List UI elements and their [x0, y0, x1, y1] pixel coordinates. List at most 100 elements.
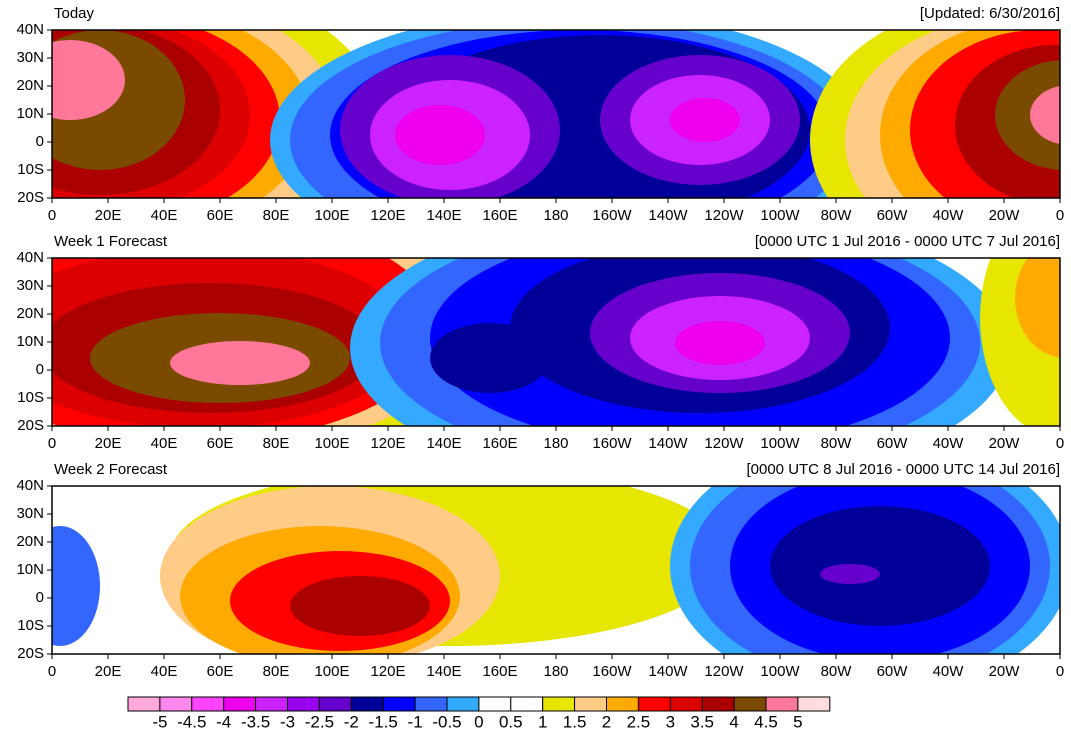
- colorbar-label: -3: [280, 712, 295, 731]
- contour-fill: [995, 60, 1060, 170]
- contour-fill: [770, 506, 990, 626]
- lon-label: 0: [48, 663, 56, 680]
- colorbar-box: [669, 696, 703, 712]
- colorbar-label: -2.5: [305, 712, 334, 731]
- lat-label: 30N: [16, 277, 44, 294]
- contour-fill: [170, 341, 310, 385]
- colorbar-box: [637, 696, 671, 712]
- colorbar-box: [414, 696, 448, 712]
- colorbar-box: [127, 696, 161, 712]
- lon-label: 140E: [426, 663, 461, 680]
- lon-label: 20E: [95, 663, 122, 680]
- contour-fill: [1015, 258, 1060, 358]
- lon-label: 100E: [314, 663, 349, 680]
- contour-fill: [290, 576, 430, 636]
- lon-label: 20W: [989, 435, 1021, 452]
- colorbar-label: 2.5: [627, 712, 651, 731]
- colorbar-box: [510, 696, 544, 712]
- colorbar-label: 0.5: [499, 712, 523, 731]
- lon-label: 40W: [933, 663, 965, 680]
- colorbar-box: [701, 696, 735, 712]
- lon-label: 140W: [648, 207, 688, 224]
- lon-label: 120W: [704, 435, 744, 452]
- colorbar-label: -0.5: [432, 712, 461, 731]
- lon-label: 180: [543, 663, 568, 680]
- lat-label: 20S: [17, 189, 44, 206]
- lon-label: 40W: [933, 435, 965, 452]
- lon-label: 60E: [207, 435, 234, 452]
- lat-label: 0: [36, 361, 44, 378]
- colorbar-label: -4.5: [177, 712, 206, 731]
- lat-label: 30N: [16, 505, 44, 522]
- colorbar-label: 2: [602, 712, 611, 731]
- lon-label: 60W: [877, 663, 909, 680]
- colorbar-label: -4: [216, 712, 231, 731]
- lat-label: 10S: [17, 389, 44, 406]
- lon-label: 0: [1056, 435, 1064, 452]
- lon-label: 160W: [592, 207, 632, 224]
- lat-label: 20N: [16, 533, 44, 550]
- colorbar-label: -2: [344, 712, 359, 731]
- lon-label: 80E: [263, 207, 290, 224]
- colorbar-label: 3.5: [690, 712, 714, 731]
- colorbar-label: 4.5: [754, 712, 778, 731]
- colorbar-label: 5: [793, 712, 802, 731]
- lon-label: 100E: [314, 435, 349, 452]
- colorbar-box: [733, 696, 767, 712]
- lat-label: 10S: [17, 161, 44, 178]
- lon-label: 20W: [989, 207, 1021, 224]
- lon-label: 40W: [933, 207, 965, 224]
- lat-label: 20N: [16, 77, 44, 94]
- lat-label: 20N: [16, 305, 44, 322]
- lat-label: 10N: [16, 561, 44, 578]
- colorbar-box: [191, 696, 225, 712]
- colorbar-box: [255, 696, 289, 712]
- contour-fill: [1030, 85, 1060, 145]
- lat-label: 40N: [16, 21, 44, 38]
- map-panel: [52, 486, 1060, 654]
- colorbar-box: [350, 696, 384, 712]
- colorbar-box: [159, 696, 193, 712]
- lon-label: 0: [48, 207, 56, 224]
- colorbar-box: [223, 696, 257, 712]
- lon-label: 60W: [877, 435, 909, 452]
- colorbar-label: -1.5: [369, 712, 398, 731]
- lon-label: 60E: [207, 663, 234, 680]
- lon-label: 140E: [426, 207, 461, 224]
- colorbar-box: [478, 696, 512, 712]
- colorbar-label: 1: [538, 712, 547, 731]
- lon-label: 140W: [648, 435, 688, 452]
- lon-label: 180: [543, 207, 568, 224]
- lat-label: 20S: [17, 645, 44, 662]
- panel-subtitle: [0000 UTC 8 Jul 2016 - 0000 UTC 14 Jul 2…: [746, 461, 1060, 478]
- panel-title: Week 2 Forecast: [54, 461, 168, 478]
- colorbar-box: [606, 696, 639, 712]
- lat-label: 40N: [16, 477, 44, 494]
- contour-fill: [430, 323, 550, 393]
- lon-label: 140W: [648, 663, 688, 680]
- lon-label: 60E: [207, 207, 234, 224]
- contour-fill: [670, 98, 740, 142]
- lon-label: 160W: [592, 435, 632, 452]
- lon-label: 0: [1056, 207, 1064, 224]
- colorbar-label: -5: [152, 712, 167, 731]
- panel-title: Today: [54, 5, 95, 22]
- lon-label: 140E: [426, 435, 461, 452]
- lat-label: 10S: [17, 617, 44, 634]
- lon-label: 40E: [151, 435, 178, 452]
- colorbar-label: 0: [474, 712, 483, 731]
- lon-label: 80W: [821, 663, 853, 680]
- colorbar-label: 3: [666, 712, 675, 731]
- colorbar-label: 1.5: [563, 712, 587, 731]
- contour-fill: [675, 321, 765, 365]
- lon-label: 20W: [989, 663, 1021, 680]
- colorbar-label: -1: [408, 712, 423, 731]
- lon-label: 100W: [760, 207, 800, 224]
- lon-label: 120E: [370, 207, 405, 224]
- lon-label: 0: [48, 435, 56, 452]
- lat-label: 40N: [16, 249, 44, 266]
- lon-label: 100E: [314, 207, 349, 224]
- lon-label: 120W: [704, 663, 744, 680]
- colorbar-box: [574, 696, 607, 712]
